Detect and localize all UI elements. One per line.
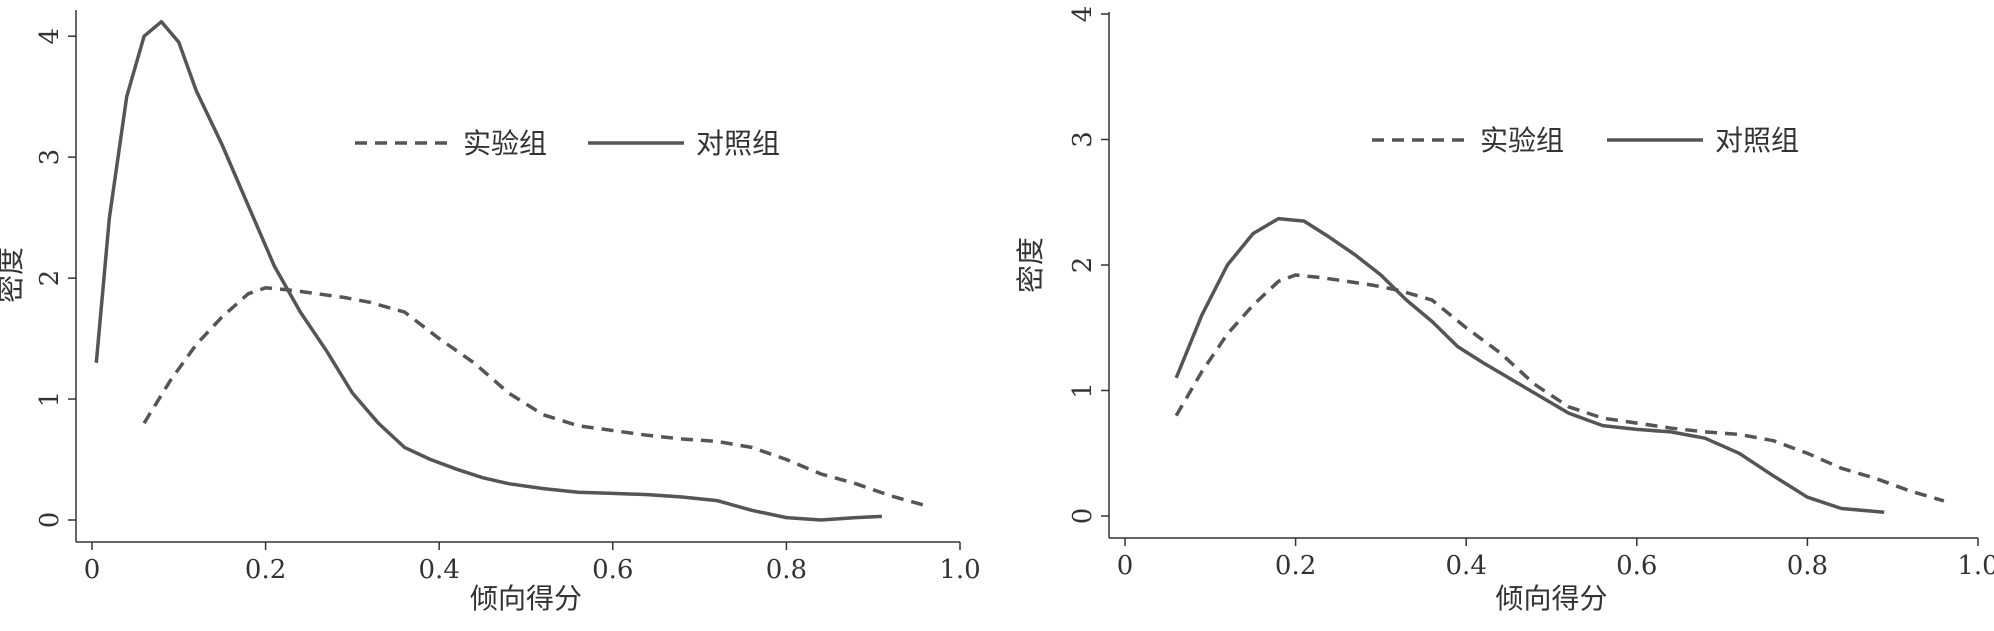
x-tick-label: 0.8 [1787,551,1828,581]
x-tick-label: 0.6 [1616,551,1657,581]
series-line-control [1174,216,1885,514]
y-tick-label: 3 [1068,131,1098,148]
y-tick-label: 0 [1068,508,1098,525]
x-axis-label: 倾向得分 [470,582,582,615]
x-tick-label: 0.2 [1275,551,1316,581]
y-tick-label: 2 [1068,257,1098,274]
series-line-control [94,19,882,522]
x-tick-label: 0.2 [245,555,286,585]
chart-panel-1: 0 0.2 0.4 0.6 0.8 1.0 0 1 2 3 4 倾向得分 密度 实验组 对照组 [0,10,981,615]
series-line-treatment [142,286,926,508]
y-tick-label: 4 [1068,6,1098,23]
legend-label-treatment: 实验组 [463,127,547,160]
x-tick-label: 1.0 [939,555,980,585]
legend-label-treatment: 实验组 [1480,124,1564,157]
x-tick-label: 1.0 [1957,551,1994,581]
y-axis-label: 密度 [0,247,27,303]
legend-label-control: 对照组 [1715,124,1799,157]
y-tick-label: 1 [1068,382,1098,399]
series-line-treatment [1174,273,1945,503]
chart-panel-2: 0 0.2 0.4 0.6 0.8 1.0 0 1 2 3 4 倾向得分 密度 实验组 对照组 [1014,6,1994,615]
y-tick-label: 0 [35,512,65,529]
legend: 实验组 对照组 [1372,124,1799,157]
x-tick-label: 0.8 [766,555,807,585]
y-tick-label: 4 [35,28,65,45]
legend-label-control: 对照组 [696,127,780,160]
y-tick-label: 3 [35,149,65,166]
x-axis-label: 倾向得分 [1495,582,1607,615]
x-tick-label: 0 [84,555,101,585]
legend: 实验组 对照组 [355,127,780,160]
y-axis-label: 密度 [1014,237,1047,293]
x-tick-label: 0.4 [1446,551,1487,581]
x-tick-label: 0.4 [419,555,460,585]
x-tick-label: 0.6 [592,555,633,585]
y-tick-label: 2 [35,270,65,287]
y-tick-label: 1 [35,391,65,408]
x-tick-label: 0 [1117,551,1134,581]
